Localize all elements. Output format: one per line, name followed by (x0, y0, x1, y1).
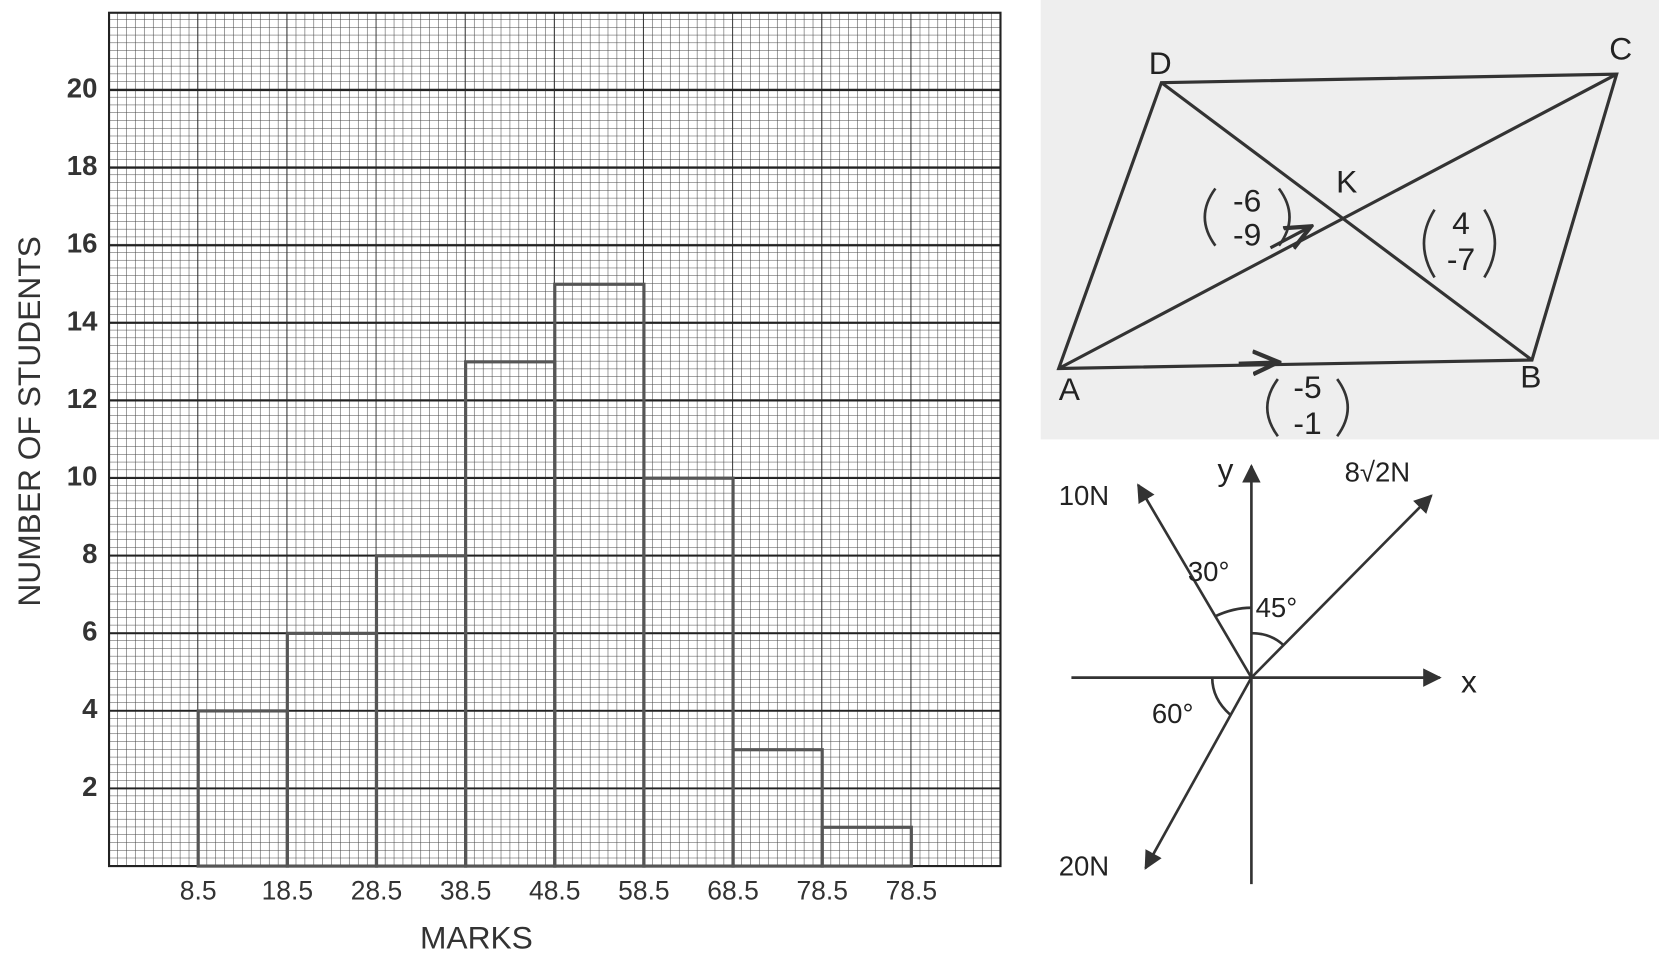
vector-bottom: -9 (1233, 217, 1261, 253)
x-tick-label: 8.5 (180, 876, 217, 906)
y-tick-label: 20 (67, 73, 98, 104)
vertex-label: A (1059, 371, 1081, 407)
histogram: 2 4 6 8 10 12 14 16 18 20 8.5 18.5 28.5 38.5 48.5 58.5 6… (67, 73, 1001, 906)
y-tick-label: 6 (82, 616, 97, 647)
x-tick-label: 68.5 (707, 876, 759, 906)
angle-arc (1214, 606, 1252, 618)
axis-name: x (1461, 663, 1477, 699)
diagonal-db (1160, 81, 1533, 362)
x-tick-label: 28.5 (351, 876, 403, 906)
arrow (1238, 362, 1276, 363)
angle-arc (1251, 631, 1285, 646)
x-tick-label: 18.5 (262, 876, 314, 906)
x-tick-label: 78.5 (886, 876, 937, 906)
y-tick-label: 4 (82, 693, 98, 724)
y-tick-label: 10 (67, 460, 98, 491)
diagonal-ac (1057, 72, 1618, 370)
y-tick-label: 16 (67, 228, 98, 259)
arrow (1269, 228, 1308, 248)
y-tick-label: 12 (67, 383, 98, 414)
bar (820, 825, 913, 868)
parallelogram-diagram (1056, 72, 1619, 438)
vector-top: -6 (1233, 183, 1261, 219)
force-arrow (1144, 676, 1253, 870)
angle-label: 60° (1152, 698, 1194, 729)
force-label: 20N (1059, 850, 1109, 881)
y-tick-label: 18 (67, 150, 98, 181)
vector-bottom: -7 (1447, 241, 1475, 277)
y-tick-label: 14 (67, 305, 98, 336)
y-tick-label: 8 (82, 538, 97, 569)
vector-bottom: -1 (1293, 405, 1321, 441)
vertex-label: C (1609, 30, 1632, 66)
scan-background (1040, 0, 1659, 440)
force-diagram (1071, 464, 1442, 885)
vector-top: 4 (1452, 205, 1470, 241)
angle-label: 30° (1188, 556, 1230, 587)
bracket (1203, 187, 1291, 247)
force-label: 10N (1059, 480, 1109, 511)
x-axis-label: MARKS (420, 920, 533, 956)
y-axis-label: NUMBER OF STUDENTS (11, 236, 47, 606)
angle-label: 45° (1256, 592, 1298, 623)
vertex-label: B (1520, 358, 1541, 394)
y-tick-label: 2 (82, 771, 97, 802)
vertex-label: D (1149, 45, 1172, 81)
force-label: 8√2N (1345, 457, 1411, 488)
bar (731, 748, 824, 868)
force-arrow (1250, 494, 1433, 679)
axis-name: y (1218, 452, 1234, 488)
vector-top: -5 (1293, 369, 1321, 405)
x-tick-label: 38.5 (440, 876, 492, 906)
bracket (1266, 378, 1349, 438)
angle-arc (1210, 677, 1232, 716)
bar (642, 476, 735, 868)
bracket (1422, 208, 1497, 279)
x-tick-label: 58.5 (618, 876, 669, 906)
intersection-label: K (1336, 164, 1357, 200)
x-tick-label: 48.5 (529, 876, 581, 906)
force-arrow (1136, 483, 1253, 679)
x-tick-label: 78.5 (796, 876, 848, 906)
